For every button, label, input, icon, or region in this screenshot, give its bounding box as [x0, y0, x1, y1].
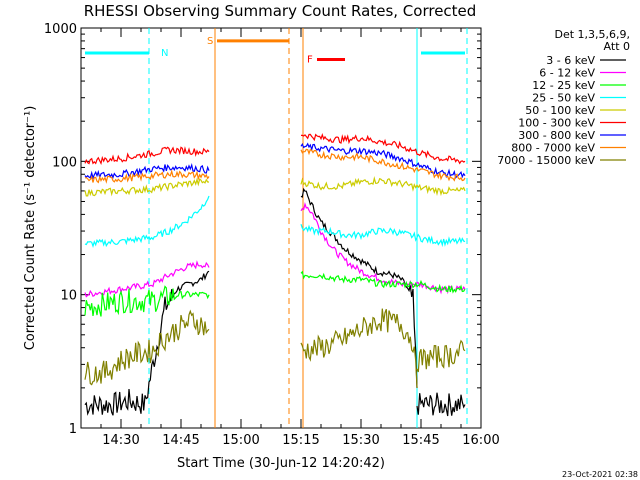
series-line — [84, 195, 210, 249]
series-12-25-kev — [84, 270, 466, 317]
series-line — [84, 169, 210, 184]
legend-label: 100 - 300 keV — [518, 117, 595, 130]
y-tick-label: 1 — [69, 422, 77, 437]
x-tick-label: 14:45 — [162, 433, 199, 448]
legend-label: 800 - 7000 keV — [511, 142, 595, 155]
series-line — [84, 177, 209, 197]
series-300-800-kev — [84, 142, 466, 180]
legend-label: 300 - 800 keV — [518, 129, 595, 142]
plot-frame — [80, 27, 482, 429]
series-line — [300, 270, 466, 294]
series-line — [300, 187, 418, 388]
y-tick-label: 1000 — [44, 22, 77, 37]
legend-label: 12 - 25 keV — [532, 79, 595, 92]
generation-timestamp: 23-Oct-2021 02:38 — [562, 470, 638, 479]
plot-border — [80, 27, 482, 429]
chart-title: RHESSI Observing Summary Count Rates, Co… — [84, 2, 477, 20]
legend-label: 25 - 50 keV — [532, 92, 595, 105]
x-axis-ticks: 14:30 14:45 15:00 15:15 15:30 15:45 16:00 — [80, 28, 500, 448]
series-800-7000-kev — [84, 148, 466, 184]
series-6-12-kev — [84, 201, 466, 298]
status-label: N — [161, 48, 168, 59]
x-tick-label: 15:45 — [402, 433, 439, 448]
y-tick-label: 10 — [60, 289, 77, 304]
series-line — [300, 148, 466, 182]
legend-header: Det 1,3,5,6,9, — [554, 28, 630, 41]
series-line — [84, 260, 210, 298]
series-line — [301, 133, 466, 165]
series-line — [300, 176, 466, 197]
y-axis-label: Corrected Count Rate (s⁻¹ detector⁻¹) — [23, 106, 38, 351]
series-3-6-kev — [84, 187, 466, 417]
x-tick-label: 15:30 — [342, 433, 379, 448]
x-tick-label: 15:15 — [282, 433, 319, 448]
status-label: F — [307, 55, 313, 66]
x-tick-label: 14:30 — [102, 433, 139, 448]
series-line — [416, 339, 466, 373]
series-line — [84, 309, 210, 386]
series-line — [84, 162, 210, 180]
x-axis-label: Start Time (30-Jun-12 14:20:42) — [177, 456, 385, 471]
attenuator-markers — [148, 28, 468, 428]
status-bars: N S F — [85, 36, 465, 66]
series-line — [84, 285, 210, 317]
series-25-50-kev — [84, 195, 466, 249]
series-layer — [84, 133, 466, 417]
legend-label: 6 - 12 keV — [539, 67, 595, 80]
legend-subheader: Att 0 — [604, 40, 630, 53]
y-tick-label: 100 — [52, 155, 77, 170]
series-7000-15000-kev — [84, 308, 466, 388]
series-50-100-kev — [84, 176, 466, 197]
series-line — [300, 224, 466, 248]
y-axis-ticks: 1 10 100 1000 — [44, 22, 481, 437]
legend-label: 3 - 6 keV — [546, 54, 595, 67]
series-line — [300, 308, 418, 388]
series-line — [84, 146, 210, 166]
legend-label: 50 - 100 keV — [525, 104, 595, 117]
series-line — [416, 392, 466, 417]
series-100-300-kev — [84, 133, 466, 166]
series-line — [300, 201, 466, 295]
x-tick-label: 16:00 — [462, 433, 499, 448]
legend-label: 7000 - 15000 keV — [497, 154, 595, 167]
x-tick-label: 15:00 — [222, 433, 259, 448]
status-label: S — [207, 36, 213, 47]
series-line — [300, 142, 466, 179]
series-line — [84, 270, 210, 416]
